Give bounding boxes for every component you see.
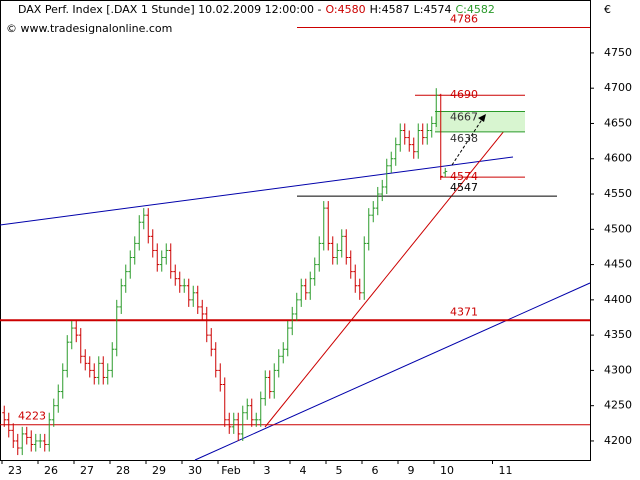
x-tick-label: 3: [264, 464, 271, 477]
level-label: 4371: [450, 305, 478, 318]
x-tick-label: 29: [152, 464, 166, 477]
level-label: 4638: [450, 132, 478, 145]
level-label: 4786: [450, 13, 478, 26]
quote-label: O:4580: [325, 3, 365, 16]
y-tick-label: 4600: [604, 152, 632, 165]
trendline: [264, 114, 518, 428]
trendline: [194, 282, 591, 461]
chart-title: DAX Perf. Index [.DAX 1 Stunde] 10.02.20…: [18, 3, 321, 16]
x-tick-label: 30: [188, 464, 202, 477]
y-tick-label: 4350: [604, 328, 632, 341]
x-tick-label: 5: [336, 464, 343, 477]
y-tick-label: 4500: [604, 222, 632, 235]
arrow: [451, 117, 484, 166]
x-tick-label: 6: [372, 464, 379, 477]
y-tick-label: 4550: [604, 187, 632, 200]
y-tick-label: 4700: [604, 81, 632, 94]
y-tick-label: 4650: [604, 116, 632, 129]
x-tick-label: 28: [116, 464, 130, 477]
y-tick-label: 4750: [604, 46, 632, 59]
x-tick-label: 4: [300, 464, 307, 477]
quote-label: L:4574: [414, 3, 452, 16]
x-tick-label: 9: [408, 464, 415, 477]
x-tick-label: 26: [44, 464, 58, 477]
quote-label: C:4582: [455, 3, 494, 16]
x-tick-label: 23: [8, 464, 22, 477]
trendline: [0, 156, 514, 226]
level-label: 4223: [18, 410, 46, 423]
x-tick-label: 10: [440, 464, 454, 477]
level-label: 4574: [450, 170, 478, 183]
plot-frame: [0, 0, 591, 461]
level-label: 4547: [450, 181, 478, 194]
y-tick-label: 4200: [604, 434, 632, 447]
y-tick-label: 4450: [604, 258, 632, 271]
level-label: 4667: [450, 110, 478, 123]
x-tick-label: 11: [499, 464, 513, 477]
currency: €: [604, 3, 611, 16]
y-tick-label: 4400: [604, 293, 632, 306]
arrowhead: [478, 114, 486, 122]
y-tick-label: 4250: [604, 399, 632, 412]
level-label: 4690: [450, 88, 478, 101]
quote-label: H:4587: [370, 3, 410, 16]
watermark: © www.tradesignalonline.com: [6, 22, 172, 35]
y-tick-label: 4300: [604, 363, 632, 376]
x-tick-label: 27: [80, 464, 94, 477]
x-tick-label: Feb: [221, 464, 240, 477]
bars: [2, 88, 448, 456]
